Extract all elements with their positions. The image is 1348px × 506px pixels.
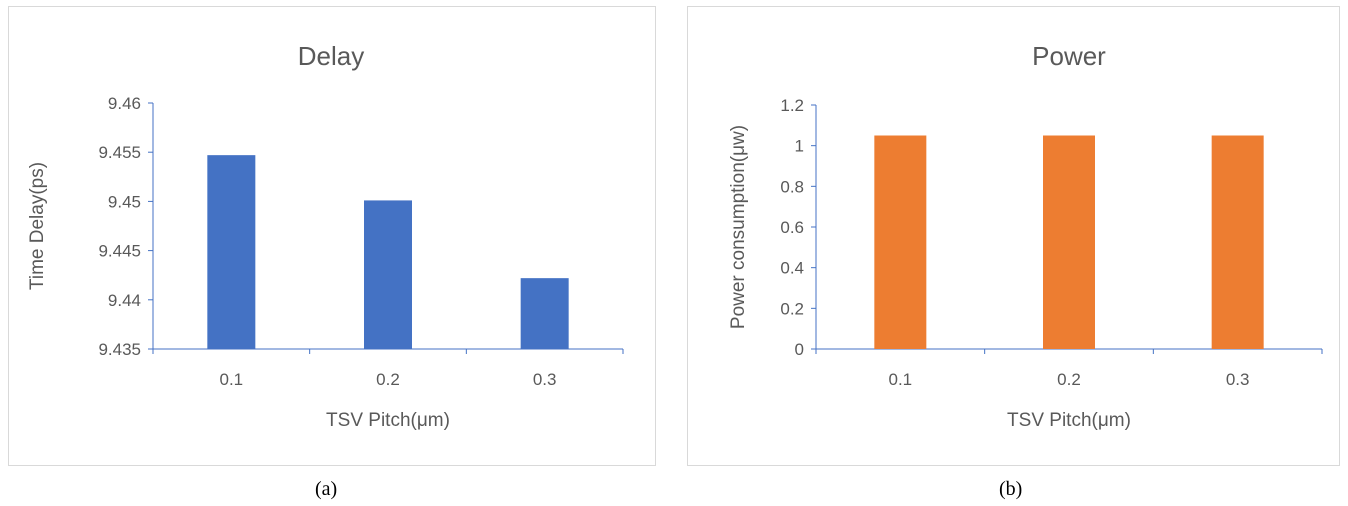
x-tick-label: 0.3 <box>533 370 557 389</box>
y-tick-label: 9.455 <box>98 143 141 162</box>
x-axis-title: TSV Pitch(μm) <box>1007 410 1131 431</box>
power-chart-panel: Power 0 0.2 0.4 0.6 0.8 1 1.2 0.1 0.2 0.3 TSV Pitch… <box>687 6 1340 466</box>
chart-title: Delay <box>298 41 364 71</box>
x-tick-label: 0.1 <box>889 370 913 389</box>
y-tick-label: 9.44 <box>108 291 141 310</box>
bar-0.3 <box>520 278 569 349</box>
chart-title: Power <box>1032 41 1106 71</box>
y-tick-label: 1.2 <box>780 96 804 115</box>
y-tick-label: 0.6 <box>780 218 804 237</box>
y-axis-title: Power consumption(μw) <box>728 125 749 329</box>
y-tick-label: 1 <box>795 137 804 156</box>
bar-0.2 <box>1043 135 1095 349</box>
power-chart: Power 0 0.2 0.4 0.6 0.8 1 1.2 0.1 0.2 0.3 TSV Pitch… <box>728 41 1323 431</box>
y-tick-label: 9.46 <box>108 94 141 113</box>
y-tick-label: 0.4 <box>780 259 804 278</box>
delay-chart-panel: Delay 9.435 9.44 9.445 9.45 9.455 9.46 0.1 0.2 0.… <box>8 6 656 466</box>
y-axis-title: Time Delay(ps) <box>27 162 48 290</box>
x-axis-title: TSV Pitch(μm) <box>326 410 450 431</box>
bar-0.2 <box>364 200 412 349</box>
x-tick-label: 0.1 <box>220 370 244 389</box>
caption-a: (a) <box>315 478 338 500</box>
caption-b: (b) <box>999 478 1023 500</box>
y-tick-label: 9.445 <box>98 242 141 261</box>
delay-chart: Delay 9.435 9.44 9.445 9.45 9.455 9.46 0.1 0.2 0.… <box>27 41 624 431</box>
y-tick-label: 0 <box>795 340 804 359</box>
bar-0.1 <box>874 135 927 349</box>
y-tick-label: 0.8 <box>780 177 804 196</box>
bar-0.1 <box>207 155 256 349</box>
y-tick-label: 9.45 <box>108 192 141 211</box>
bar-0.3 <box>1211 135 1264 349</box>
x-tick-label: 0.3 <box>1226 370 1250 389</box>
y-tick-label: 0.2 <box>780 299 804 318</box>
x-tick-label: 0.2 <box>1057 370 1081 389</box>
y-tick-label: 9.435 <box>98 340 141 359</box>
x-tick-label: 0.2 <box>376 370 400 389</box>
